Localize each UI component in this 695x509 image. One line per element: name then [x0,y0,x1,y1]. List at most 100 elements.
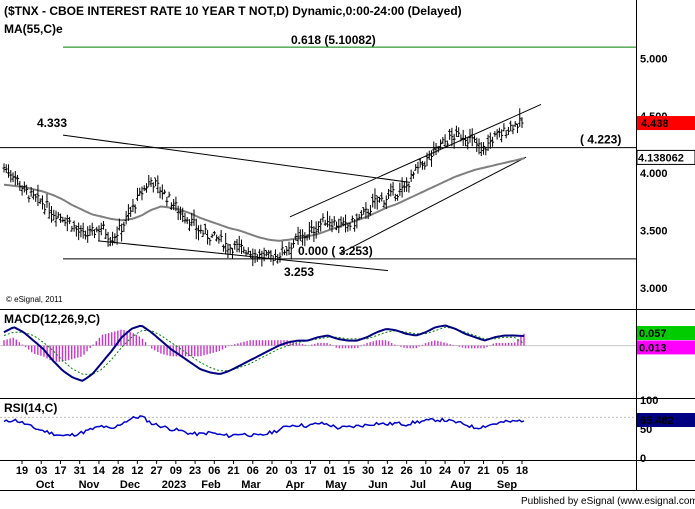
price-bar [423,161,427,170]
price-bar [142,185,146,192]
last-price-badge: 4.438 [637,116,695,131]
price-bar [27,195,31,203]
price-bar [495,129,499,140]
x-month-label: Jul [410,479,426,491]
price-bar [450,127,454,147]
price-y-tick: 4.000 [640,168,668,180]
price-bar [149,177,153,188]
price-bar [74,225,78,237]
price-bar [260,250,264,267]
price-bar [436,145,440,153]
price-bar [441,136,445,144]
trendline [62,134,411,183]
price-bar [126,204,130,221]
price-bar [454,125,458,137]
price-bar [271,255,275,266]
price-bar [224,232,228,254]
price-bar [113,233,117,244]
price-bar [86,226,90,243]
price-bar [167,191,171,198]
trendline [97,240,389,272]
price-bar [120,223,124,242]
price-bar [292,239,296,248]
price-bar [208,238,212,246]
price-bar [68,216,72,225]
price-bar [38,198,42,205]
x-day-label: 03 [285,465,297,477]
price-bar [416,161,420,174]
price-bar [439,139,443,149]
price-bar [396,194,400,201]
rsi-value: 65.482 [640,415,674,427]
price-bar [377,196,381,203]
x-day-label: 27 [150,465,162,477]
line-price-text: 4.138062 [638,152,684,164]
macd-badge-2: 0.013 [637,340,695,355]
price-bar [353,219,357,232]
price-bar [346,222,350,232]
rsi-y-tick: 100 [640,395,658,407]
price-bar [312,226,316,243]
price-bar [54,210,58,227]
price-bar [366,208,370,220]
price-bar [147,174,151,188]
x-day-label: 12 [381,465,393,477]
price-bar [65,214,69,232]
price-bar [210,233,214,239]
price-bar [500,129,504,143]
line-price-badge: 4.138062 [636,149,695,165]
x-day-label: 14 [93,465,106,477]
price-bar [287,241,291,256]
x-month-label: Oct [36,479,55,491]
price-bar [253,249,257,264]
price-y-tick: 3.500 [640,226,668,238]
high-annotation: 4.333 [37,116,67,130]
macd-value-2: 0.013 [639,342,667,354]
price-bar [362,207,366,215]
price-bar [314,221,318,239]
price-bar [430,150,434,167]
x-day-label: 21 [477,465,489,477]
price-bar [183,212,187,224]
macd-histogram [3,329,525,362]
price-bar [79,225,83,238]
price-bar [81,222,85,239]
price-bar [212,230,216,236]
price-bar [398,182,402,196]
x-month-label: Aug [450,479,471,491]
price-bar [25,184,29,195]
price-bar [59,213,63,223]
price-bar [7,164,11,178]
x-day-label: 18 [516,465,528,477]
price-bar [285,245,289,256]
price-bar [332,216,336,226]
low-annotation: 3.253 [284,265,314,279]
price-bar [425,152,429,167]
x-month-label: May [325,479,347,491]
price-bar [203,223,207,235]
price-bar [380,192,384,202]
price-bar [303,232,307,247]
price-bar [459,134,463,142]
price-bar [344,214,348,233]
x-day-label: 19 [16,465,28,477]
price-bar [384,195,388,210]
price-bar [262,247,266,262]
price-bar [335,221,339,231]
fib-label: 0.618 (5.10082) [291,33,376,47]
price-bar [92,229,96,239]
price-bar [294,233,298,241]
price-bar [11,172,15,183]
price-bar [448,128,452,140]
price-bar [511,124,515,135]
macd-panel: MACD(12,26,9,C) 0.013 0.057 [0,312,695,382]
x-axis-days: 19 03 17 31 14 28 12 27 09 23 06 21 06 20 03 17 01 15 30 12… [16,460,528,477]
price-bar [502,123,506,132]
price-bar [36,184,40,206]
price-bar [70,226,74,232]
x-day-label: 31 [74,465,86,477]
price-bar [50,206,54,223]
price-bar [350,215,354,222]
price-bar [387,188,391,200]
price-bar [341,217,345,227]
